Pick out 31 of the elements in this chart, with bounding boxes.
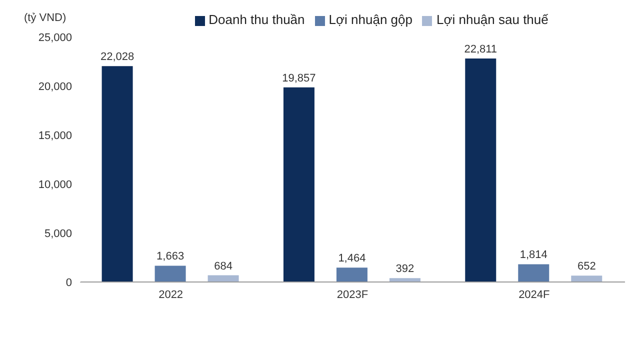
y-tick-label: 20,000	[38, 80, 72, 93]
data-label: 392	[396, 263, 414, 276]
bar	[208, 275, 239, 282]
y-tick-label: 5,000	[44, 228, 72, 240]
y-tick-label: 25,000	[38, 32, 72, 44]
data-label: 22,028	[100, 51, 134, 64]
data-label: 652	[577, 260, 596, 273]
y-axis-title: (tỷ VND)	[24, 12, 66, 24]
bar	[154, 266, 186, 282]
data-label: 1,464	[338, 252, 366, 265]
bar	[336, 268, 368, 282]
x-tick-label: 2023F	[336, 288, 368, 301]
data-label: 19,857	[282, 72, 316, 84]
data-label: 22,811	[464, 43, 498, 56]
bar	[389, 278, 420, 282]
bar	[518, 264, 550, 282]
legend-label: Lợi nhuận gộp	[328, 12, 412, 27]
bar	[102, 66, 133, 282]
legend-label: Doanh thu thuần	[208, 12, 305, 27]
y-tick-label: 15,000	[38, 130, 72, 142]
x-tick-label: 2024F	[518, 288, 550, 301]
y-tick-label: 10,000	[38, 178, 72, 191]
data-label: 1,663	[156, 250, 184, 263]
x-tick-label: 2022	[158, 288, 184, 301]
data-label: 684	[214, 260, 232, 272]
bar	[283, 87, 314, 282]
data-label: 1,814	[520, 249, 548, 262]
legend-label: Lợi nhuận sau thuế	[436, 12, 548, 27]
bar	[571, 276, 602, 282]
bar	[465, 58, 496, 282]
y-tick-label: 0	[66, 276, 72, 289]
